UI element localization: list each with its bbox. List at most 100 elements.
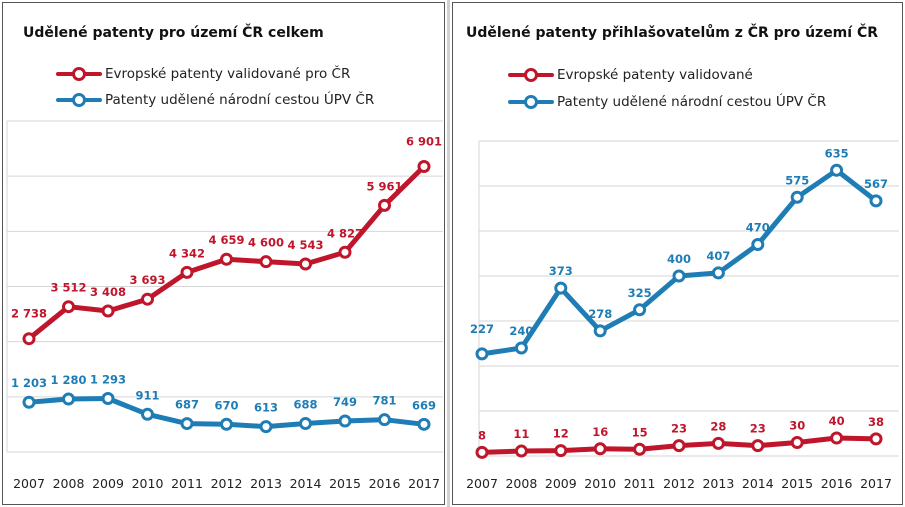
x-tick-label: 2014 <box>742 476 774 491</box>
line-chart-right: 2007 2008 2009 2010 2011 2012 2013 2014 2015 2016… <box>466 140 899 491</box>
data-point-upv <box>101 392 115 406</box>
data-point-upv <box>869 194 883 208</box>
x-tick-label: 2013 <box>702 476 734 491</box>
chart-title-left: Udělené patenty pro území ČR celkem <box>23 25 324 41</box>
chart-panel-right: Udělené patenty přihlašovatelům z ČR pro… <box>452 2 903 505</box>
data-label-eu: 4 342 <box>169 246 205 260</box>
data-label-upv: 781 <box>372 394 396 408</box>
data-label-eu: 12 <box>553 427 569 441</box>
data-label-eu: 3 408 <box>90 285 126 299</box>
data-point-upv <box>711 266 725 280</box>
data-point-upv <box>672 269 686 283</box>
legend-item-eu-right: Evropské patenty validované <box>508 65 753 85</box>
chart-title-right: Udělené patenty přihlašovatelům z ČR pro… <box>466 25 879 41</box>
data-label-upv: 1 293 <box>90 373 126 387</box>
data-label-eu: 40 <box>829 414 845 428</box>
data-label-upv: 278 <box>588 307 612 321</box>
x-tick-label: 2015 <box>329 476 361 491</box>
x-tick-label: 2011 <box>624 476 656 491</box>
data-label-eu: 3 512 <box>50 281 86 295</box>
data-point-eu <box>830 431 844 445</box>
x-tick-label: 2015 <box>781 476 813 491</box>
data-label-upv: 749 <box>333 395 357 409</box>
data-point-upv <box>514 341 528 355</box>
legend-swatch-upv-left <box>56 90 102 110</box>
data-point-eu <box>180 265 194 279</box>
legend-item-eu-left: Evropské patenty validované pro ČR <box>56 64 350 84</box>
data-label-upv: 567 <box>864 177 888 191</box>
data-label-upv: 670 <box>214 398 238 412</box>
data-point-upv <box>141 407 154 421</box>
data-label-upv: 373 <box>549 264 573 278</box>
data-point-upv <box>338 414 352 428</box>
data-point-upv <box>417 417 431 431</box>
data-label-eu: 30 <box>789 419 805 433</box>
x-tick-label: 2012 <box>211 476 243 491</box>
data-point-eu <box>62 300 75 314</box>
data-label-upv: 669 <box>412 398 436 412</box>
data-point-eu <box>378 198 391 212</box>
data-point-eu <box>338 245 352 259</box>
series-line-eu-left <box>26 163 427 342</box>
data-label-upv: 470 <box>746 221 770 235</box>
x-tick-label: 2013 <box>250 476 282 491</box>
data-point-eu <box>869 432 883 446</box>
data-point-eu <box>711 436 725 450</box>
data-label-upv: 613 <box>254 401 278 415</box>
x-tick-label: 2014 <box>290 476 322 491</box>
data-label-eu: 4 659 <box>208 233 244 247</box>
data-label-eu: 11 <box>513 427 529 441</box>
data-point-upv <box>790 190 804 204</box>
data-label-upv: 400 <box>667 252 691 266</box>
data-label-eu: 23 <box>671 422 687 436</box>
data-point-upv <box>633 303 647 317</box>
data-point-eu <box>101 304 115 318</box>
x-tick-label: 2010 <box>584 476 616 491</box>
x-tick-label: 2007 <box>466 476 498 491</box>
x-tick-label: 2016 <box>821 476 853 491</box>
data-label-upv: 575 <box>785 173 809 187</box>
data-label-upv: 687 <box>175 398 199 412</box>
data-label-upv: 688 <box>293 398 317 412</box>
data-point-upv <box>751 238 765 251</box>
data-point-eu <box>593 442 607 456</box>
data-point-upv <box>180 417 194 431</box>
legend-swatch-upv-right <box>508 92 554 112</box>
chart-panel-left: Udělené patenty pro území ČR celkem Evro… <box>2 2 445 505</box>
data-label-eu: 4 600 <box>248 236 284 250</box>
legend-item-upv-left: Patenty udělené národní cestou ÚPV ČR <box>56 90 374 110</box>
data-label-upv: 911 <box>135 388 159 402</box>
data-point-eu <box>259 255 273 269</box>
data-point-eu <box>299 257 312 271</box>
x-tick-label: 2009 <box>92 476 124 491</box>
data-label-upv: 240 <box>509 324 533 338</box>
legend-swatch-eu-right <box>508 65 554 85</box>
data-label-upv: 1 203 <box>11 376 47 390</box>
data-point-upv <box>554 281 568 295</box>
panel-separator <box>447 0 450 507</box>
data-point-upv <box>593 324 607 338</box>
line-chart-left: 2007 2008 2009 2010 2011 2012 2013 2014 2015 2016… <box>6 120 443 491</box>
data-point-eu <box>633 442 647 456</box>
x-tick-label: 2007 <box>13 476 45 491</box>
data-label-eu: 4 543 <box>287 238 323 252</box>
data-point-eu <box>141 292 154 306</box>
legend-swatch-eu-left <box>56 64 102 84</box>
data-label-eu: 3 693 <box>129 273 165 287</box>
legend-label-eu-right: Evropské patenty validované <box>557 67 753 83</box>
x-tick-label: 2008 <box>505 476 537 491</box>
data-point-upv <box>259 420 273 434</box>
x-tick-label: 2011 <box>171 476 203 491</box>
x-tick-label: 2008 <box>53 476 85 491</box>
data-label-upv: 407 <box>706 249 730 263</box>
data-label-eu: 6 901 <box>406 134 442 148</box>
data-label-eu: 38 <box>868 415 884 429</box>
data-point-eu <box>554 444 568 458</box>
data-point-eu <box>790 436 804 449</box>
data-label-upv: 227 <box>470 322 494 336</box>
x-tick-label: 2017 <box>408 476 440 491</box>
x-tick-label: 2010 <box>132 476 164 491</box>
data-point-eu <box>22 332 36 346</box>
data-point-eu <box>475 445 489 459</box>
legend-label-upv-right: Patenty udělené národní cestou ÚPV ČR <box>557 94 827 110</box>
